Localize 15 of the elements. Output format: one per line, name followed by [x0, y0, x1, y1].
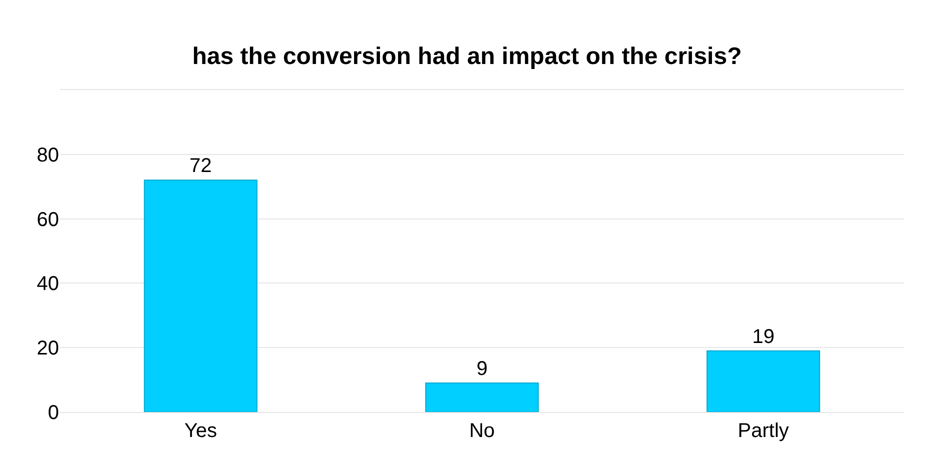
data-label: 9: [476, 358, 488, 380]
data-label: 19: [752, 326, 774, 348]
x-tick-label: No: [469, 420, 495, 442]
x-tick-label: Yes: [184, 420, 217, 442]
y-tick-label: 40: [36, 273, 59, 296]
chart-title: has the conversion had an impact on the crisis?: [192, 43, 742, 70]
y-tick-label: 20: [36, 338, 59, 360]
y-tick-label: 80: [36, 144, 59, 166]
y-tick-label: 60: [36, 208, 59, 231]
bar: [144, 180, 258, 412]
bar: [425, 382, 539, 412]
data-label: 72: [190, 155, 212, 178]
y-tick-label: 0: [48, 402, 59, 424]
bar: [706, 350, 820, 412]
x-tick-label: Partly: [738, 420, 789, 442]
